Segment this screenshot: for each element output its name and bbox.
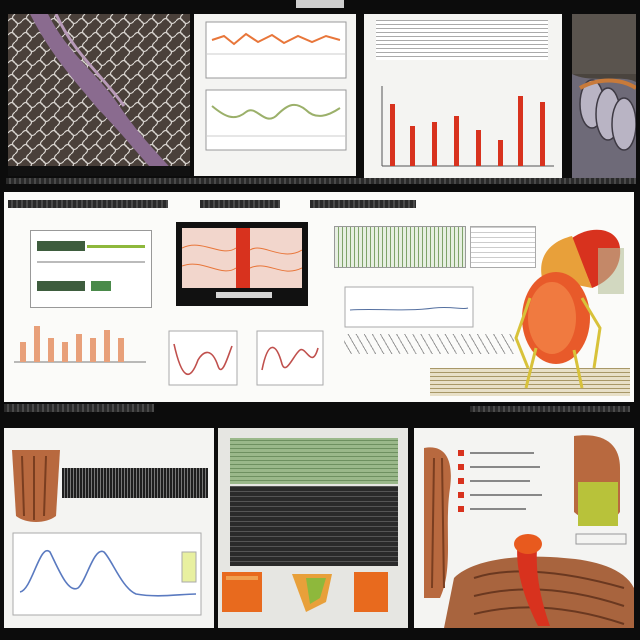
heatmap-tiles <box>222 572 388 612</box>
bottom-right-panel <box>414 428 634 628</box>
micrograph-panel <box>8 14 190 176</box>
middle-caption-strip-right <box>470 406 630 412</box>
peak-line-chart <box>12 532 202 616</box>
bottom-center-panel <box>218 428 408 628</box>
monitor-screen <box>176 222 308 306</box>
rotated-labels <box>344 334 514 354</box>
top-caption-strip <box>6 178 636 184</box>
tissue-image-panel <box>572 14 636 178</box>
wave-plot-left <box>168 330 238 386</box>
line-chart-upper <box>205 21 347 79</box>
green-grid-block <box>230 438 398 484</box>
middle-header-strip-right <box>310 200 416 208</box>
middle-header-strip-center <box>200 200 280 208</box>
side-data-block <box>470 226 536 268</box>
top-title-strip <box>296 0 344 8</box>
muscle-tissue-render <box>424 435 634 628</box>
data-table-block <box>30 230 152 308</box>
mini-bar-chart <box>14 326 146 363</box>
middle-caption-strip <box>4 404 154 412</box>
trace-plot <box>344 286 474 328</box>
bar-chart <box>381 86 554 167</box>
wave-plot-right <box>256 330 324 386</box>
tissue-cross-section <box>572 14 636 178</box>
green-data-rows <box>334 226 466 268</box>
header-text-block <box>376 20 548 60</box>
top-line-charts-panel <box>194 14 356 176</box>
line-chart-lower <box>205 89 347 151</box>
contour-plot <box>182 228 302 288</box>
micrograph-image <box>8 14 190 176</box>
dark-data-grid <box>230 486 398 566</box>
dark-trace-band <box>62 468 208 498</box>
insect-3d-render <box>514 229 624 389</box>
middle-header-strip-left <box>8 200 168 208</box>
top-bar-chart-panel <box>364 14 562 178</box>
bottom-left-panel <box>4 428 214 628</box>
middle-panel <box>4 192 634 402</box>
muscle-3d-render <box>12 450 60 522</box>
